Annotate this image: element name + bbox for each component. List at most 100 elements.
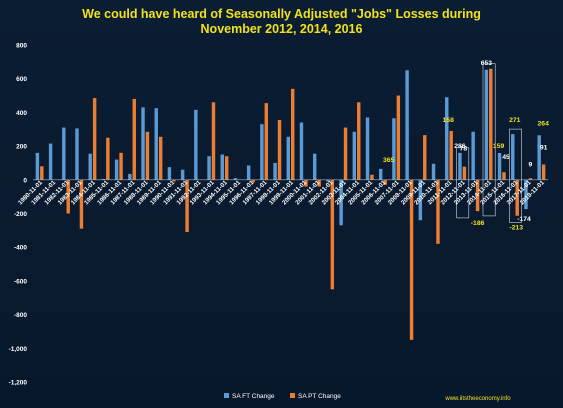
- bar-sa-ft: [497, 153, 502, 180]
- highlight-box: [509, 128, 522, 223]
- bar-sa-ft: [405, 70, 409, 180]
- bar-sa-ft: [379, 168, 383, 180]
- bar-sa-ft: [233, 178, 238, 180]
- y-tick-label: 200: [16, 144, 27, 151]
- bar-sa-ft: [299, 122, 304, 180]
- legend-label: SA FT Change: [232, 393, 275, 400]
- bar-sa-pt: [92, 98, 97, 180]
- bar-sa-pt: [304, 179, 308, 187]
- bar-sa-ft: [48, 143, 53, 180]
- data-annotation: 653: [481, 60, 493, 67]
- bar-sa-pt: [66, 179, 70, 214]
- bar-sa-pt: [462, 166, 467, 180]
- bar-sa-pt: [291, 88, 295, 180]
- bar-sa-ft: [484, 69, 489, 180]
- data-annotation: 286: [454, 143, 466, 150]
- bars-layer: [35, 68, 546, 340]
- chart-title-line1: We could have heard of Seasonally Adjust…: [82, 7, 481, 21]
- bar-sa-pt: [409, 179, 414, 340]
- y-tick-label: 400: [16, 110, 27, 117]
- data-annotation: 271: [509, 117, 521, 124]
- bar-sa-pt: [79, 179, 84, 229]
- bar-sa-ft: [352, 131, 357, 180]
- data-annotation: -213: [509, 225, 523, 232]
- bar-sa-ft: [128, 173, 132, 180]
- bar-sa-ft: [445, 97, 449, 180]
- legend-swatch: [224, 393, 229, 398]
- bar-sa-pt: [423, 135, 427, 180]
- bar-sa-pt: [489, 68, 493, 180]
- data-annotation: 78: [460, 146, 468, 153]
- bar-sa-pt: [541, 164, 546, 180]
- x-axis-labels: 1980-11-011981-11-011982-11-011983-11-01…: [17, 179, 546, 206]
- bar-sa-pt: [251, 179, 255, 183]
- data-annotation: 365: [383, 157, 395, 164]
- y-tick-label: -1,200: [9, 380, 28, 387]
- bar-sa-pt: [211, 102, 216, 180]
- data-annotation: 9: [529, 161, 533, 168]
- bar-sa-ft: [471, 131, 475, 180]
- bar-sa-ft: [418, 179, 423, 221]
- bar-sa-ft: [167, 167, 172, 180]
- bar-sa-ft: [88, 153, 92, 180]
- data-annotation: -174: [517, 216, 531, 223]
- data-annotation: 264: [538, 120, 550, 127]
- bar-sa-ft: [339, 179, 343, 226]
- y-tick-label: 800: [16, 43, 27, 50]
- y-axis: 800 600 400 200 0 -200 -400 -600 -800 -1,000 -1,20…: [9, 43, 28, 387]
- bar-sa-pt: [449, 130, 453, 180]
- y-tick-label: 600: [16, 76, 27, 83]
- bar-sa-pt: [145, 131, 150, 180]
- highlight-box: [482, 63, 496, 217]
- data-annotation: 158: [443, 117, 455, 124]
- data-annotation: 159: [493, 143, 505, 150]
- bar-sa-pt: [119, 152, 123, 180]
- data-annotation: -186: [471, 220, 485, 227]
- bar-sa-pt: [475, 179, 480, 212]
- bar-sa-ft: [392, 118, 396, 180]
- bar-sa-pt: [396, 95, 401, 180]
- bar-sa-pt: [528, 178, 533, 180]
- bar-sa-ft: [114, 159, 119, 180]
- bar-sa-ft: [154, 108, 158, 180]
- bar-sa-pt: [40, 166, 44, 180]
- legend-label: SA PT Change: [298, 393, 341, 400]
- bar-sa-ft: [511, 134, 515, 180]
- bar-sa-pt: [158, 136, 163, 180]
- bar-sa-ft: [286, 136, 290, 180]
- bar-sa-pt: [436, 179, 440, 244]
- bar-sa-pt: [224, 156, 229, 180]
- bar-sa-ft: [75, 128, 79, 180]
- bar-sa-pt: [370, 174, 374, 180]
- bar-sa-ft: [524, 179, 528, 210]
- bar-sa-ft: [458, 152, 462, 180]
- bar-sa-ft: [35, 152, 40, 180]
- chart-title-line2: November 2012, 2014, 2016: [200, 22, 363, 36]
- bar-sa-pt: [383, 179, 387, 185]
- bar-sa-ft: [141, 107, 145, 180]
- y-tick-label: -800: [14, 312, 27, 319]
- bar-sa-ft: [246, 165, 251, 180]
- bar-sa-ft: [180, 169, 185, 180]
- bar-sa-ft: [326, 179, 330, 182]
- y-tick-label: -1,000: [9, 346, 28, 353]
- bar-sa-ft: [207, 156, 211, 180]
- bar-sa-pt: [502, 172, 506, 180]
- bar-sa-pt: [106, 137, 110, 180]
- data-annotation: 91: [540, 145, 548, 152]
- data-annotation: 45: [502, 154, 510, 161]
- legend-swatch: [290, 393, 295, 398]
- y-tick-label: -600: [14, 278, 27, 285]
- legend: SA FT Change SA PT Change: [224, 393, 341, 400]
- y-tick-label: -200: [14, 211, 27, 218]
- bar-sa-ft: [431, 163, 436, 180]
- bar-sa-pt: [330, 179, 335, 290]
- y-tick-label: -400: [14, 245, 27, 252]
- bar-sa-pt: [317, 179, 321, 187]
- y-tick-label: 0: [23, 177, 27, 184]
- bar-sa-ft: [312, 153, 317, 180]
- bar-sa-ft: [365, 117, 370, 180]
- bar-sa-ft: [220, 154, 224, 180]
